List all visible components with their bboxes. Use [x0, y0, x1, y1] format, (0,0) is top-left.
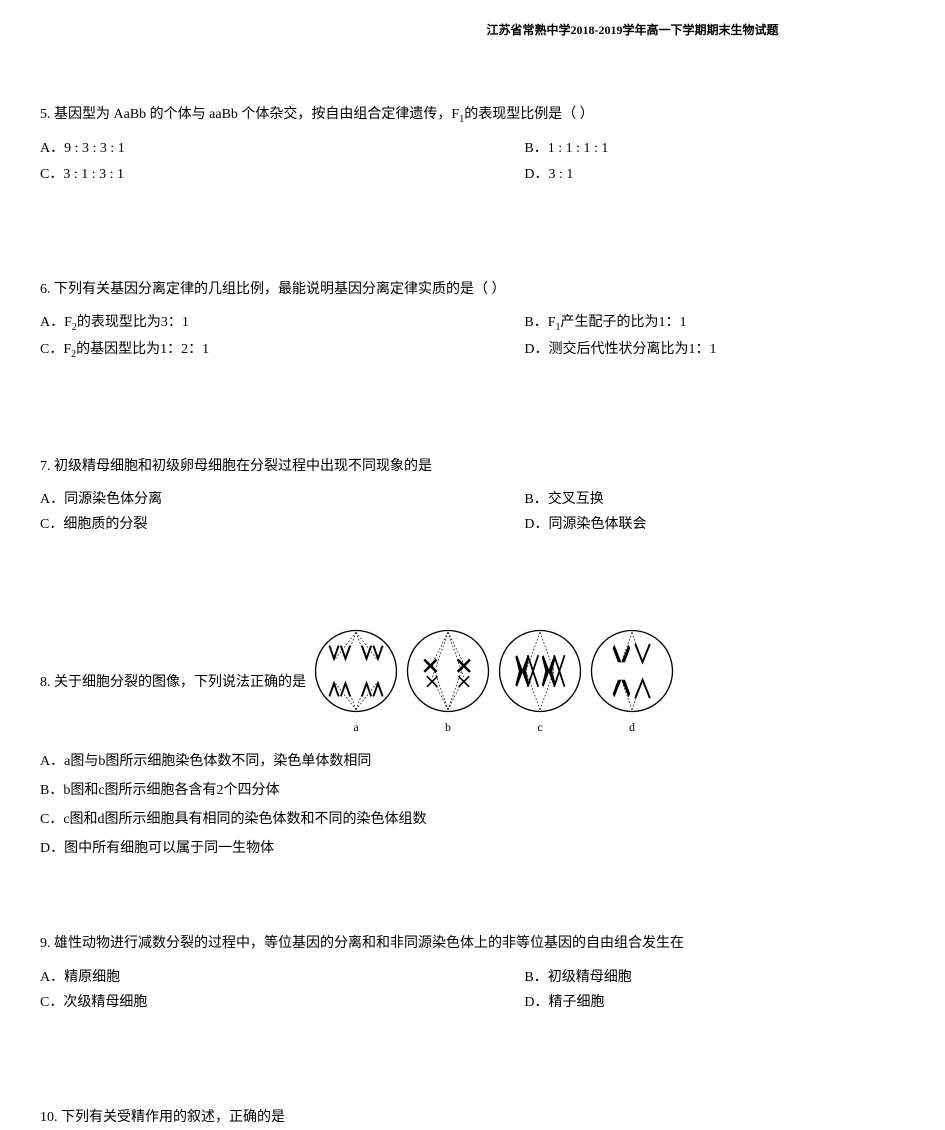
q8-opt-d: D．图中所有细胞可以属于同一生物体 — [40, 836, 905, 861]
q6-options: A．F2的表现型比为3：1 B．F1产生配子的比为1：1 C．F2的基因型比为1… — [40, 310, 905, 364]
cell-b-wrap: b — [404, 627, 492, 739]
q7-opt-d: D．同源染色体联会 — [524, 512, 905, 537]
q9-opt-c: C．次级精母细胞 — [40, 990, 524, 1015]
cell-a-diagram — [312, 627, 400, 715]
q6-c-pre: C．F — [40, 342, 71, 357]
q6-b-pre: B．F — [524, 315, 555, 330]
q8-options: A．a图与b图所示细胞染色体数不同，染色单体数相同 B．b图和c图所示细胞各含有… — [40, 749, 905, 862]
cell-d-wrap: d — [588, 627, 676, 739]
q8-opt-b: B．b图和c图所示细胞各含有2个四分体 — [40, 778, 905, 803]
q5-opt-c: C．3 : 1 : 3 : 1 — [40, 162, 524, 187]
q9-text: 9. 雄性动物进行减数分裂的过程中，等位基因的分离和和非同源染色体上的非等位基因… — [40, 931, 905, 956]
q7-options: A．同源染色体分离 B．交叉互换 C．细胞质的分裂 D．同源染色体联会 — [40, 487, 905, 537]
cell-c-diagram — [496, 627, 584, 715]
q7-opt-a: A．同源染色体分离 — [40, 487, 524, 512]
q6-text: 6. 下列有关基因分离定律的几组比例，最能说明基因分离定律实质的是（ ） — [40, 277, 905, 302]
q7-text: 7. 初级精母细胞和初级卵母细胞在分裂过程中出现不同现象的是 — [40, 454, 905, 479]
cell-d-diagram — [588, 627, 676, 715]
q6-opt-b: B．F1产生配子的比为1：1 — [524, 310, 905, 337]
question-6: 6. 下列有关基因分离定律的几组比例，最能说明基因分离定律实质的是（ ） A．F… — [40, 277, 905, 364]
q8-row: 8. 关于细胞分裂的图像，下列说法正确的是 — [40, 627, 905, 739]
q10-text: 10. 下列有关受精作用的叙述，正确的是 — [40, 1105, 905, 1130]
q6-a-post: 的表现型比为3：1 — [77, 315, 189, 330]
question-9: 9. 雄性动物进行减数分裂的过程中，等位基因的分离和和非同源染色体上的非等位基因… — [40, 931, 905, 1015]
q6-opt-c: C．F2的基因型比为1：2：1 — [40, 337, 524, 364]
q6-a-pre: A．F — [40, 315, 72, 330]
q5-text-prefix: 5. 基因型为 AaBb 的个体与 aaBb 个体杂交，按自由组合定律遗传，F — [40, 107, 459, 122]
q5-options: A．9 : 3 : 3 : 1 B．1 : 1 : 1 : 1 C．3 : 1 … — [40, 136, 905, 186]
q6-opt-a: A．F2的表现型比为3：1 — [40, 310, 524, 337]
q8-text: 8. 关于细胞分裂的图像，下列说法正确的是 — [40, 670, 306, 695]
q7-opt-b: B．交叉互换 — [524, 487, 905, 512]
q5-opt-a: A．9 : 3 : 3 : 1 — [40, 136, 524, 161]
cell-c-label: c — [537, 717, 542, 739]
q9-options: A．精原细胞 B．初级精母细胞 C．次级精母细胞 D．精子细胞 — [40, 965, 905, 1015]
question-8: 8. 关于细胞分裂的图像，下列说法正确的是 — [40, 627, 905, 861]
q7-opt-c: C．细胞质的分裂 — [40, 512, 524, 537]
q9-opt-d: D．精子细胞 — [524, 990, 905, 1015]
q5-opt-d: D．3 : 1 — [524, 162, 905, 187]
cell-a-label: a — [353, 717, 358, 739]
q8-opt-a: A．a图与b图所示细胞染色体数不同，染色单体数相同 — [40, 749, 905, 774]
q5-text-suffix: 的表现型比例是（ ） — [464, 107, 594, 122]
q9-opt-a: A．精原细胞 — [40, 965, 524, 990]
q6-opt-d: D．测交后代性状分离比为1：1 — [524, 337, 905, 364]
q9-opt-b: B．初级精母细胞 — [524, 965, 905, 990]
q6-b-post: 产生配子的比为1：1 — [561, 315, 687, 330]
document-header: 江苏省常熟中学2018-2019学年高一下学期期末生物试题 — [40, 20, 905, 42]
cell-b-label: b — [445, 717, 451, 739]
q6-c-post: 的基因型比为1：2：1 — [76, 342, 209, 357]
q5-text: 5. 基因型为 AaBb 的个体与 aaBb 个体杂交，按自由组合定律遗传，F1… — [40, 102, 905, 129]
question-5: 5. 基因型为 AaBb 的个体与 aaBb 个体杂交，按自由组合定律遗传，F1… — [40, 102, 905, 187]
cell-b-diagram — [404, 627, 492, 715]
q8-diagrams: a — [312, 627, 676, 739]
cell-c-wrap: c — [496, 627, 584, 739]
cell-d-label: d — [629, 717, 635, 739]
q8-opt-c: C．c图和d图所示细胞具有相同的染色体数和不同的染色体组数 — [40, 807, 905, 832]
cell-a-wrap: a — [312, 627, 400, 739]
q5-opt-b: B．1 : 1 : 1 : 1 — [524, 136, 905, 161]
question-7: 7. 初级精母细胞和初级卵母细胞在分裂过程中出现不同现象的是 A．同源染色体分离… — [40, 454, 905, 538]
question-10: 10. 下列有关受精作用的叙述，正确的是 — [40, 1105, 905, 1130]
